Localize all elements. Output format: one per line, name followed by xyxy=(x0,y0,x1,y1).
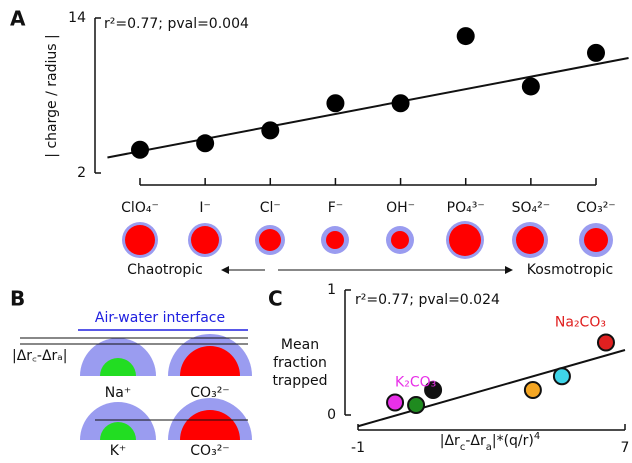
y-tick-label: 14 xyxy=(68,10,86,26)
x-axis-label-part: -Δr xyxy=(465,433,486,449)
ion-label: CO₃²⁻ xyxy=(190,385,229,401)
annotation: r²=0.77; pval=0.024 xyxy=(355,292,500,308)
y-tick-label: 1 xyxy=(327,282,336,298)
x-tick-label: ClO₄⁻ xyxy=(121,200,159,216)
point xyxy=(131,140,149,159)
x-tick-label: PO₄³⁻ xyxy=(447,200,485,216)
x-axis-label-part: c xyxy=(460,442,466,453)
point xyxy=(456,27,475,46)
scale-label: Chaotropic xyxy=(127,262,203,278)
panel-label: B xyxy=(10,287,25,311)
x-axis-label-part: |Δr xyxy=(440,433,460,449)
x-tick-label: OH⁻ xyxy=(386,200,415,216)
point xyxy=(407,396,426,414)
ion-label: K⁺ xyxy=(110,443,127,459)
panel-label: C xyxy=(268,287,283,311)
y-axis-label: | charge / radius | xyxy=(44,34,60,157)
point-label: Na₂CO₃ xyxy=(555,315,606,331)
point xyxy=(521,77,540,96)
scale-label: Kosmotropic xyxy=(527,262,614,278)
point xyxy=(523,381,542,399)
trend-line xyxy=(107,57,629,159)
x-axis-label-part: 4 xyxy=(534,431,540,442)
ion-label: CO₃²⁻ xyxy=(190,443,229,459)
x-tick-label: Cl⁻ xyxy=(260,200,281,216)
x-axis-label-part: a xyxy=(486,442,492,453)
x-tick-label: F⁻ xyxy=(328,200,343,216)
annotation: r²=0.77; pval=0.004 xyxy=(104,16,249,32)
x-tick-label: I⁻ xyxy=(199,200,211,216)
ion-label: Na⁺ xyxy=(105,385,131,401)
interface-label: Air-water interface xyxy=(95,310,225,326)
y-tick-label: 2 xyxy=(77,165,86,181)
y-axis-label: trapped xyxy=(272,373,327,389)
y-axis-label: Mean xyxy=(281,337,319,353)
point xyxy=(326,94,345,113)
point xyxy=(196,134,215,153)
point xyxy=(386,393,405,412)
point-label: K₂CO₃ xyxy=(395,375,436,391)
x-tick-label: CO₃²⁻ xyxy=(576,200,615,216)
x-axis-label: |Δrc-Δra|*(q/r)4 xyxy=(440,431,540,453)
x-tick-label: -1 xyxy=(351,440,365,456)
y-axis-label: fraction xyxy=(273,355,327,371)
point xyxy=(424,381,443,399)
x-axis-label-part: |*(q/r) xyxy=(492,433,534,449)
gap-label: |Δr꜀-Δrₐ| xyxy=(12,348,67,364)
x-tick-label: 7 xyxy=(621,440,630,456)
point xyxy=(391,94,410,113)
y-tick-label: 0 xyxy=(327,407,336,423)
point xyxy=(552,367,571,386)
panel-label: A xyxy=(10,7,26,31)
ion-sizes xyxy=(122,221,613,259)
diagram: Air-water interface |Δr꜀-Δrₐ| Na⁺ CO₃²⁻ … xyxy=(12,310,252,459)
point xyxy=(596,333,615,352)
trend-line xyxy=(357,349,626,428)
x-tick-label: SO₄²⁻ xyxy=(512,200,551,216)
point xyxy=(261,121,280,140)
point xyxy=(587,43,605,62)
